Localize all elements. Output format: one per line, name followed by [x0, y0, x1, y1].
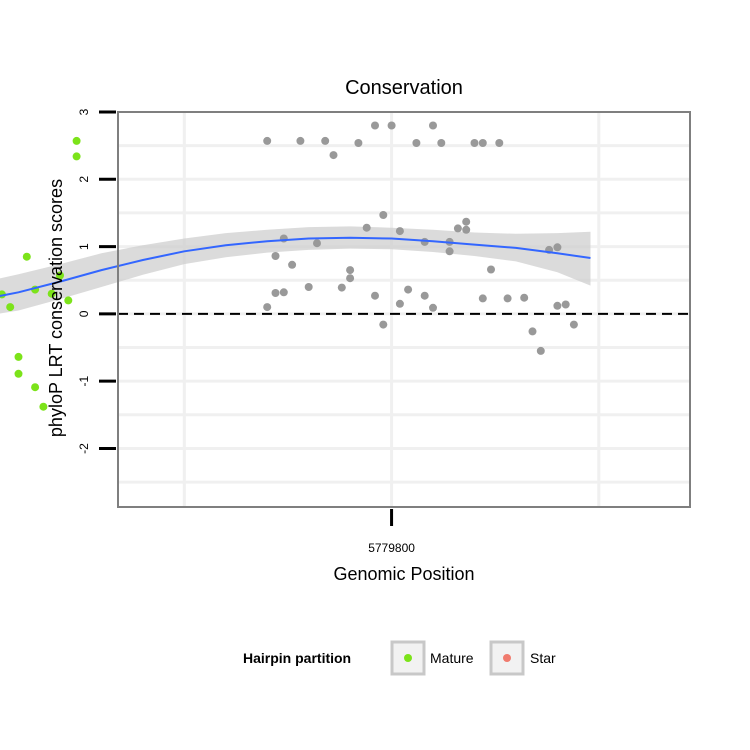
data-point-other [263, 303, 272, 312]
data-point-other [329, 151, 338, 160]
data-point-other [271, 252, 280, 260]
y-tick-label: 1 [77, 243, 91, 250]
data-point-other [395, 299, 404, 308]
x-tick-label: 5779850 [0, 541, 1, 555]
data-point-other [429, 121, 437, 130]
data-points [0, 121, 578, 411]
data-point-mature [47, 289, 56, 298]
y-tick-label: 3 [77, 108, 91, 115]
legend-label-star: Star [530, 650, 556, 666]
y-tick-label: 0 [77, 310, 91, 317]
data-point-other [354, 139, 363, 147]
data-point-other [271, 289, 280, 297]
data-point-other [462, 225, 471, 234]
data-point-other [379, 320, 388, 329]
data-point-other [528, 327, 537, 336]
data-point-other [420, 291, 429, 300]
data-point-other [462, 217, 471, 226]
data-point-other [420, 237, 429, 246]
data-point-other [495, 139, 504, 147]
data-point-other [346, 274, 355, 283]
x-axis-title: Genomic Position [333, 564, 474, 584]
data-point-other [478, 139, 487, 147]
data-point-mature [72, 136, 81, 145]
legend-item-mature: Mature [390, 640, 474, 676]
data-point-mature [6, 303, 15, 312]
data-point-other [453, 224, 462, 233]
data-point-other [321, 136, 330, 145]
data-point-other [346, 266, 355, 275]
data-point-other [487, 265, 495, 274]
data-point-other [263, 136, 272, 145]
smooth-confidence-band [0, 226, 591, 314]
data-point-other [553, 243, 562, 252]
data-point-other [437, 139, 446, 147]
data-point-other [478, 294, 487, 303]
data-point-other [503, 294, 512, 303]
data-point-other [313, 239, 321, 248]
data-point-other [429, 303, 437, 312]
data-point-other [470, 139, 479, 147]
legend-title: Hairpin partition [243, 650, 351, 666]
chart-title: Conservation [345, 77, 463, 99]
data-point-other [553, 301, 562, 310]
legend-dot-star [503, 654, 511, 662]
plot-border [117, 111, 691, 508]
data-point-mature [39, 402, 48, 411]
data-point-mature [14, 352, 23, 361]
data-point-other [520, 293, 529, 302]
data-point-other [387, 121, 396, 130]
loess-smooth-line [0, 236, 591, 297]
data-point-other [371, 121, 379, 130]
legend-label-mature: Mature [430, 650, 474, 666]
data-point-other [371, 291, 379, 300]
data-point-other [412, 139, 421, 147]
data-point-mature [14, 369, 23, 378]
legend-dot-mature [404, 654, 412, 662]
legend: Hairpin partition Mature Star [243, 640, 556, 676]
data-point-other [288, 260, 297, 269]
data-point-other [404, 285, 413, 294]
data-point-other [279, 288, 288, 297]
y-tick-label: -1 [77, 376, 91, 387]
data-point-mature [64, 296, 73, 305]
data-point-mature [31, 383, 40, 392]
data-point-other [337, 283, 346, 292]
data-point-other [395, 227, 404, 236]
data-point-other [296, 136, 305, 145]
data-point-other [362, 223, 371, 232]
x-tick-label: 5779800 [368, 541, 415, 555]
data-point-other [569, 320, 578, 329]
data-point-mature [72, 152, 81, 161]
data-point-other [304, 283, 313, 291]
data-point-other [536, 346, 545, 355]
y-axis-title: phyloP LRT conservation scores [46, 179, 66, 437]
data-point-other [379, 211, 388, 219]
data-point-other [445, 247, 454, 256]
y-tick-label: -2 [77, 443, 91, 454]
plot-panel [0, 111, 691, 508]
y-tick-label: 2 [77, 176, 91, 183]
legend-item-star: Star [489, 640, 556, 676]
y-axis: 3 2 1 0 -1 -2 [77, 108, 116, 454]
data-point-mature [22, 252, 31, 261]
data-point-other [561, 300, 570, 309]
x-axis: 577990057798505779800 [0, 509, 415, 555]
data-point-mature [56, 271, 64, 280]
